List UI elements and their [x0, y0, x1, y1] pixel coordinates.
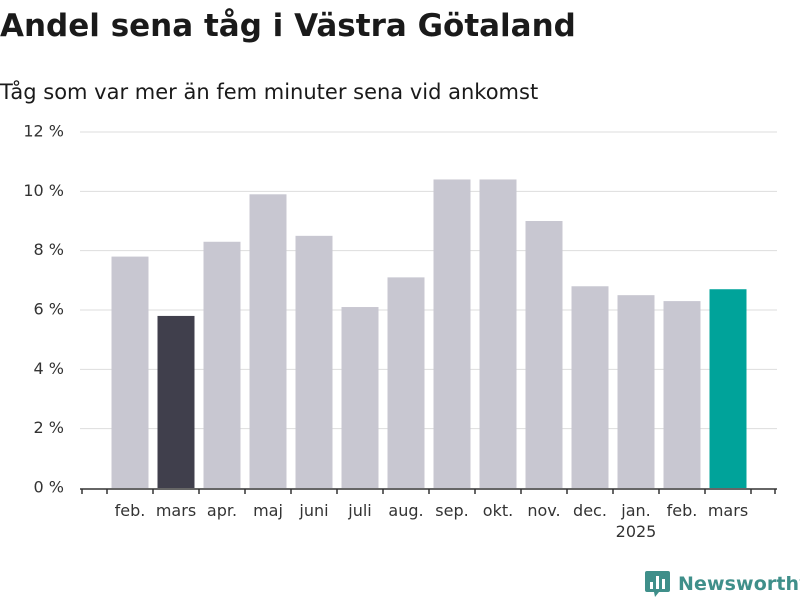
chart-title: Andel sena tåg i Västra Götaland — [0, 8, 576, 44]
y-tick-label: 12 % — [23, 122, 64, 141]
x-tick-label: apr. — [207, 501, 237, 520]
bar — [709, 289, 747, 488]
x-tick-label: aug. — [388, 501, 423, 520]
bar — [203, 241, 241, 488]
bar — [617, 295, 655, 488]
bar — [433, 179, 471, 488]
bar — [249, 194, 287, 489]
x-tick-label: sep. — [435, 501, 468, 520]
x-tick-label: mars — [156, 501, 196, 520]
bar — [295, 235, 333, 488]
bar — [663, 301, 701, 488]
newsworthy-logo-icon — [645, 571, 670, 597]
x-tick-label: okt. — [483, 501, 513, 520]
bar — [525, 221, 563, 488]
x-tick-label: feb. — [115, 501, 146, 520]
y-tick-label: 4 % — [34, 359, 64, 378]
x-tick-label: mars — [708, 501, 748, 520]
bar — [111, 256, 149, 488]
x-tick-label: maj — [253, 501, 283, 520]
y-tick-label: 8 % — [34, 240, 64, 259]
x-tick-label: juli — [347, 501, 371, 520]
x-tick-label: dec. — [573, 501, 607, 520]
brand-logo: Newsworthy — [645, 569, 800, 599]
x-tick-label: nov. — [527, 501, 560, 520]
brand-name: Newsworthy — [678, 573, 800, 595]
x-tick-label: jan. — [620, 501, 650, 520]
chart-subtitle: Tåg som var mer än fem minuter sena vid … — [0, 80, 539, 104]
bar — [479, 179, 517, 488]
x-tick-label: feb. — [667, 501, 698, 520]
bar — [387, 277, 425, 488]
bar — [341, 307, 379, 488]
y-tick-label: 6 % — [34, 300, 64, 319]
x-tick-sublabel: 2025 — [616, 522, 657, 541]
x-tick-label: juni — [298, 501, 328, 520]
y-tick-label: 10 % — [23, 181, 64, 200]
bar — [157, 315, 195, 488]
bar — [571, 286, 609, 488]
y-tick-label: 2 % — [34, 418, 64, 437]
y-tick-label: 0 % — [34, 478, 64, 497]
